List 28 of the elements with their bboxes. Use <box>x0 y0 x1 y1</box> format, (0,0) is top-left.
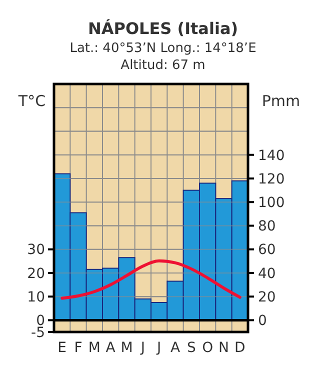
x-tick-label: S <box>186 340 196 356</box>
y-tick-label: 20 <box>27 266 45 282</box>
y2-tick-label: 40 <box>258 266 276 282</box>
x-tick-label: M <box>120 340 133 356</box>
y2-tick-label: 80 <box>258 218 276 235</box>
x-tick-label: A <box>106 340 116 356</box>
line-series <box>60 259 242 300</box>
y2-tick-label: 100 <box>258 194 285 211</box>
x-tick-label: J <box>140 340 145 356</box>
x-tick-label: A <box>170 340 180 356</box>
x-tick-label: M <box>88 340 100 356</box>
y2-axis-title: Pmm <box>262 92 300 110</box>
x-tick-label: J <box>156 340 162 356</box>
chart-subtitle: Lat.: 40°53’N Long.: 14°18’E Altitud: 67 m <box>70 41 256 73</box>
y-tick-label: 10 <box>27 289 45 306</box>
x-tick-label: O <box>202 340 214 356</box>
x-tick-label: D <box>234 340 246 356</box>
y-tick-label: 30 <box>27 242 45 258</box>
y2-tick-label: 0 <box>258 313 267 330</box>
y2-tick-label: 20 <box>258 289 276 306</box>
y2-tick-label: 60 <box>258 242 276 258</box>
y-axis-title: T°C <box>17 92 46 110</box>
chart-title: NÁPOLES (Italia) <box>88 19 238 38</box>
x-tick-label: F <box>74 340 82 356</box>
y2-tick-label: 120 <box>258 171 285 188</box>
x-tick-label: E <box>58 340 67 356</box>
y2-tick-label: 140 <box>258 148 285 164</box>
x-tick-label: N <box>218 340 229 356</box>
